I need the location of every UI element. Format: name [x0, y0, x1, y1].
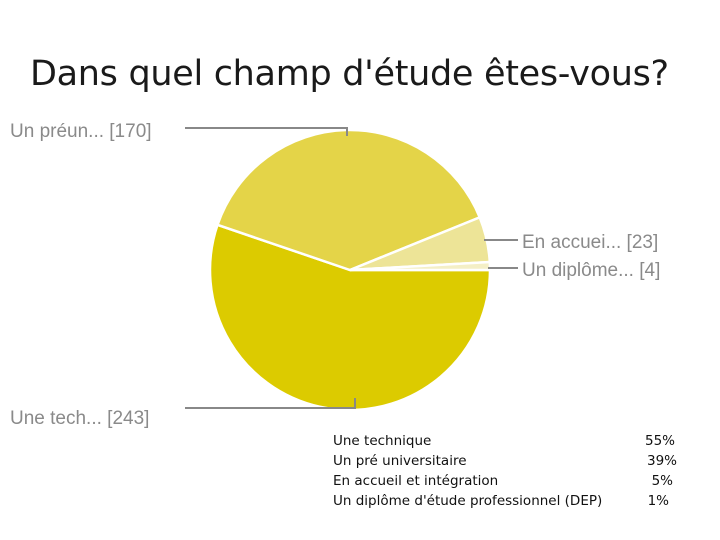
- chart-title: Dans quel champ d'étude êtes-vous?: [30, 54, 669, 94]
- label-dep: Un diplôme... [4]: [522, 260, 660, 281]
- percentage-legend: Une technique 55% Un pré universitaire 3…: [333, 431, 713, 511]
- legend-name: Un diplôme d'étude professionnel (DEP): [333, 493, 603, 509]
- legend-percent: 55%: [644, 433, 675, 449]
- leader-lines: [185, 127, 518, 409]
- legend-percent: 39%: [646, 453, 677, 469]
- label-une-technique: Une tech... [243]: [10, 408, 149, 429]
- legend-percent: 1%: [647, 493, 669, 509]
- slice-dep: [349, 260, 492, 272]
- pie-slices: [208, 128, 492, 412]
- legend-name: Une technique: [333, 433, 432, 449]
- label-pre-universitaire: Un préun... [170]: [10, 121, 152, 142]
- legend-row-pre-universitaire: Un pré universitaire 39%: [333, 451, 713, 471]
- leader-line: [185, 398, 356, 409]
- legend-row-accueil: En accueil et intégration 5%: [333, 471, 713, 491]
- legend-row-technique: Une technique 55%: [333, 431, 713, 451]
- legend-name: Un pré universitaire: [333, 453, 467, 469]
- legend-row-dep: Un diplôme d'étude professionnel (DEP) 1…: [333, 491, 713, 511]
- label-accueil: En accuei... [23]: [522, 232, 658, 253]
- legend-percent: 5%: [651, 473, 673, 489]
- legend-name: En accueil et intégration: [333, 473, 499, 489]
- leader-line: [185, 127, 348, 136]
- slice-labels: Une tech... [243] Un préun... [170] En acc…: [10, 121, 660, 429]
